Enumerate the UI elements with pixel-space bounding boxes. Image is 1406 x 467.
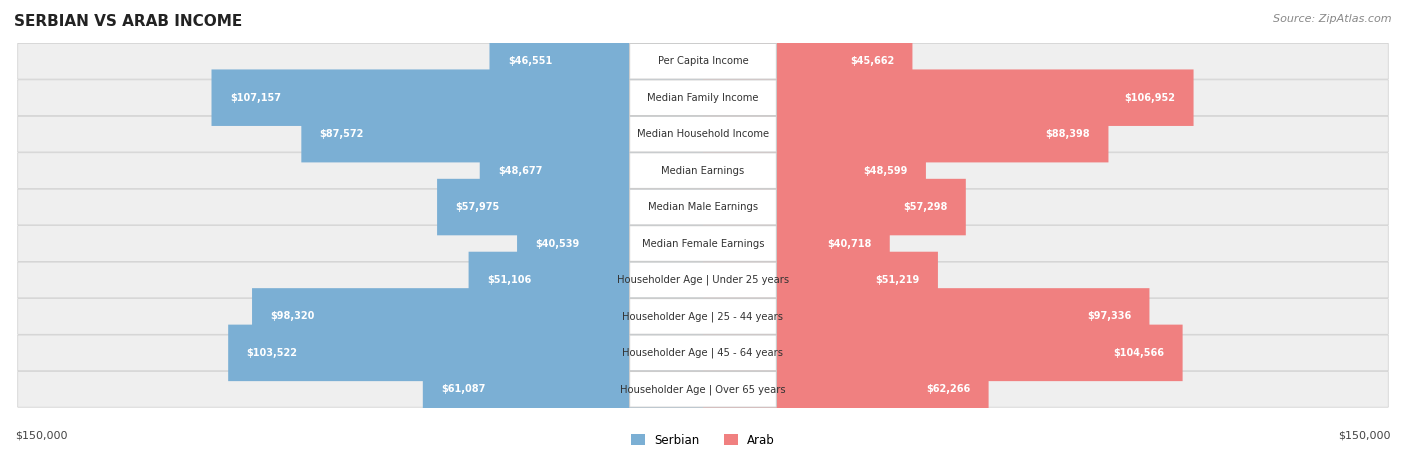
Text: $51,219: $51,219 (876, 275, 920, 285)
FancyBboxPatch shape (703, 325, 1182, 381)
FancyBboxPatch shape (18, 371, 1388, 407)
Text: Householder Age | Over 65 years: Householder Age | Over 65 years (620, 384, 786, 395)
FancyBboxPatch shape (18, 335, 1388, 371)
Text: $150,000: $150,000 (15, 430, 67, 440)
Text: Median Household Income: Median Household Income (637, 129, 769, 139)
FancyBboxPatch shape (228, 325, 703, 381)
FancyBboxPatch shape (630, 371, 776, 407)
Text: Householder Age | 25 - 44 years: Householder Age | 25 - 44 years (623, 311, 783, 322)
Text: $51,106: $51,106 (486, 275, 531, 285)
FancyBboxPatch shape (301, 106, 703, 163)
Text: $57,298: $57,298 (903, 202, 948, 212)
Text: $48,599: $48,599 (863, 166, 907, 176)
Text: $40,718: $40,718 (827, 239, 872, 248)
Legend: Serbian, Arab: Serbian, Arab (626, 428, 780, 453)
FancyBboxPatch shape (703, 361, 988, 417)
FancyBboxPatch shape (630, 80, 776, 115)
Text: Median Male Earnings: Median Male Earnings (648, 202, 758, 212)
FancyBboxPatch shape (703, 215, 890, 272)
Text: $46,551: $46,551 (508, 56, 553, 66)
Text: $87,572: $87,572 (319, 129, 364, 139)
Text: $150,000: $150,000 (1339, 430, 1391, 440)
Text: $45,662: $45,662 (849, 56, 894, 66)
Text: $106,952: $106,952 (1125, 93, 1175, 103)
Text: $48,677: $48,677 (498, 166, 543, 176)
FancyBboxPatch shape (18, 189, 1388, 225)
FancyBboxPatch shape (703, 70, 1194, 126)
Text: $98,320: $98,320 (270, 311, 315, 321)
FancyBboxPatch shape (630, 43, 776, 79)
Text: $107,157: $107,157 (229, 93, 281, 103)
FancyBboxPatch shape (18, 80, 1388, 115)
Text: Median Earnings: Median Earnings (661, 166, 745, 176)
FancyBboxPatch shape (18, 226, 1388, 262)
Text: SERBIAN VS ARAB INCOME: SERBIAN VS ARAB INCOME (14, 14, 242, 29)
Text: Householder Age | 45 - 64 years: Householder Age | 45 - 64 years (623, 347, 783, 358)
FancyBboxPatch shape (703, 252, 938, 308)
Text: Median Family Income: Median Family Income (647, 93, 759, 103)
FancyBboxPatch shape (517, 215, 703, 272)
Text: $61,087: $61,087 (441, 384, 485, 394)
FancyBboxPatch shape (479, 142, 703, 199)
FancyBboxPatch shape (18, 116, 1388, 152)
FancyBboxPatch shape (18, 153, 1388, 189)
Text: Source: ZipAtlas.com: Source: ZipAtlas.com (1274, 14, 1392, 24)
Text: $88,398: $88,398 (1046, 129, 1090, 139)
Text: $62,266: $62,266 (927, 384, 970, 394)
FancyBboxPatch shape (18, 43, 1388, 79)
Text: $103,522: $103,522 (246, 348, 298, 358)
FancyBboxPatch shape (211, 70, 703, 126)
FancyBboxPatch shape (437, 179, 703, 235)
FancyBboxPatch shape (630, 226, 776, 262)
FancyBboxPatch shape (630, 189, 776, 225)
Text: $104,566: $104,566 (1114, 348, 1164, 358)
FancyBboxPatch shape (703, 106, 1108, 163)
FancyBboxPatch shape (630, 298, 776, 334)
FancyBboxPatch shape (630, 116, 776, 152)
FancyBboxPatch shape (423, 361, 703, 417)
FancyBboxPatch shape (18, 298, 1388, 334)
Text: Per Capita Income: Per Capita Income (658, 56, 748, 66)
FancyBboxPatch shape (252, 288, 703, 345)
Text: $57,975: $57,975 (456, 202, 499, 212)
FancyBboxPatch shape (703, 179, 966, 235)
FancyBboxPatch shape (703, 142, 927, 199)
FancyBboxPatch shape (630, 335, 776, 371)
Text: $40,539: $40,539 (536, 239, 579, 248)
FancyBboxPatch shape (468, 252, 703, 308)
FancyBboxPatch shape (703, 288, 1150, 345)
FancyBboxPatch shape (630, 153, 776, 189)
FancyBboxPatch shape (489, 33, 703, 90)
FancyBboxPatch shape (18, 262, 1388, 298)
FancyBboxPatch shape (630, 262, 776, 298)
Text: Median Female Earnings: Median Female Earnings (641, 239, 765, 248)
Text: Householder Age | Under 25 years: Householder Age | Under 25 years (617, 275, 789, 285)
FancyBboxPatch shape (703, 33, 912, 90)
Text: $97,336: $97,336 (1087, 311, 1130, 321)
